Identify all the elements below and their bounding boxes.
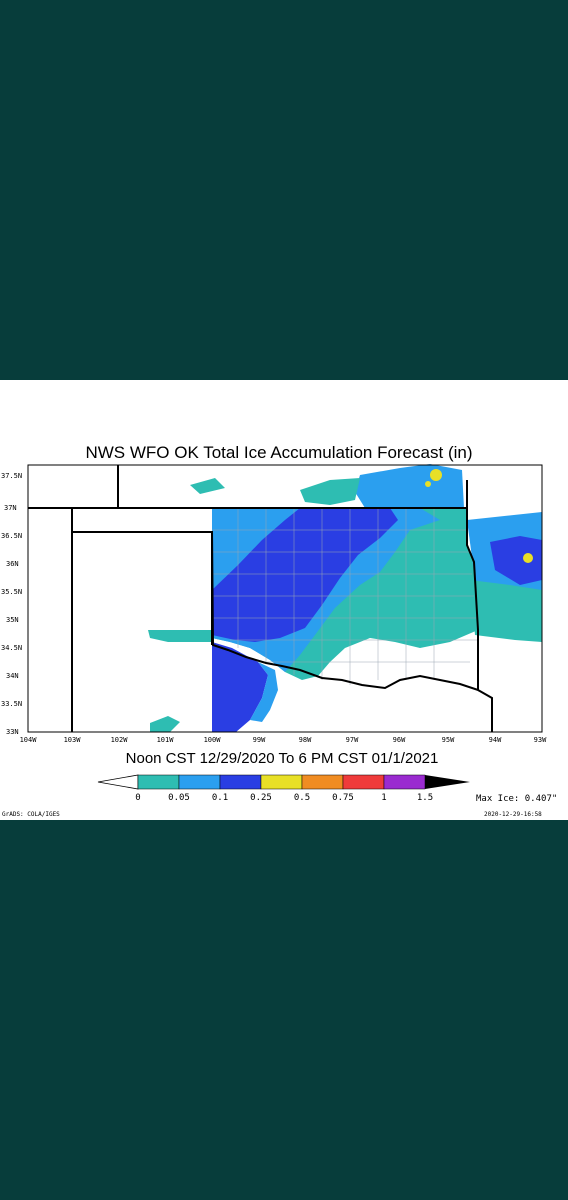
- colorbar-swatch-5: [301, 774, 344, 790]
- forecast-map-card: NWS WFO OK Total Ice Accumulation Foreca…: [0, 380, 568, 820]
- colorbar-label: 0.25: [250, 793, 272, 803]
- shade-lightblue-sw: [250, 662, 278, 722]
- timestamp: 2020-12-29-16:58: [484, 811, 542, 818]
- colorbar-swatch-2: [178, 774, 221, 790]
- shade-north-teal: [300, 478, 360, 505]
- colorbar-label: 0.75: [332, 793, 354, 803]
- colorbar-swatch-4: [260, 774, 303, 790]
- colorbar-label: 0.05: [168, 793, 190, 803]
- colorbar-label: 0: [135, 793, 140, 803]
- svg-text:100W: 100W: [204, 736, 222, 744]
- colorbar-swatch-7: [383, 774, 426, 790]
- shade-north-blob: [355, 464, 464, 508]
- county-lines: [212, 508, 478, 685]
- colorbar-label: 0.5: [294, 793, 310, 803]
- grads-credit: GrADS: COLA/IGES: [2, 811, 60, 818]
- colorbar-low-arrow: [97, 774, 139, 790]
- shade-darkblue-sw: [212, 642, 268, 732]
- svg-text:104W: 104W: [20, 736, 38, 744]
- map-frame: [27, 464, 543, 733]
- svg-text:34N: 34N: [6, 672, 19, 680]
- svg-text:36N: 36N: [6, 560, 19, 568]
- colorbar-high-arrow: [425, 775, 470, 789]
- ice-shading: [148, 464, 542, 732]
- map-subtitle: Noon CST 12/29/2020 To 6 PM CST 01/1/202…: [126, 750, 439, 767]
- svg-text:99W: 99W: [253, 736, 266, 744]
- svg-text:102W: 102W: [111, 736, 129, 744]
- colorbar-swatch-1: [137, 774, 180, 790]
- svg-text:34.5N: 34.5N: [1, 644, 22, 652]
- colorbar-label: 1.5: [417, 793, 433, 803]
- svg-text:37N: 37N: [4, 504, 17, 512]
- shade-darkblue-core: [212, 508, 398, 642]
- texas-border: [71, 532, 213, 732]
- lon-labels: 104W 103W 102W 101W 100W 99W 98W 97W 96W…: [20, 736, 548, 744]
- svg-text:103W: 103W: [64, 736, 82, 744]
- colorbar: 0 0.05 0.1 0.25 0.5 0.75 1 1.5: [97, 774, 470, 803]
- svg-text:35N: 35N: [6, 616, 19, 624]
- state-borders: [28, 465, 493, 732]
- svg-text:101W: 101W: [157, 736, 175, 744]
- max-ice-label: Max Ice: 0.407": [476, 794, 557, 804]
- svg-text:37.5N: 37.5N: [1, 472, 22, 480]
- arkansas-border: [477, 689, 493, 732]
- ice-forecast-map: NWS WFO OK Total Ice Accumulation Foreca…: [1, 443, 557, 818]
- oklahoma-border: [71, 507, 479, 692]
- colorbar-label: 0.1: [212, 793, 228, 803]
- svg-text:36.5N: 36.5N: [1, 532, 22, 540]
- map-title: NWS WFO OK Total Ice Accumulation Foreca…: [85, 443, 472, 462]
- svg-text:98W: 98W: [299, 736, 312, 744]
- svg-text:93W: 93W: [534, 736, 547, 744]
- colorbar-swatch-6: [342, 774, 385, 790]
- svg-text:97W: 97W: [346, 736, 359, 744]
- svg-text:94W: 94W: [489, 736, 502, 744]
- colorbar-label: 1: [381, 793, 386, 803]
- colorbar-swatch-3: [219, 774, 262, 790]
- svg-text:35.5N: 35.5N: [1, 588, 22, 596]
- svg-text:33.5N: 33.5N: [1, 700, 22, 708]
- svg-text:96W: 96W: [393, 736, 406, 744]
- shade-teal-west: [148, 630, 212, 642]
- svg-text:95W: 95W: [442, 736, 455, 744]
- lat-labels: 37.5N 37N 36.5N 36N 35.5N 35N 34.5N 34N …: [1, 472, 22, 736]
- svg-text:33N: 33N: [6, 728, 19, 736]
